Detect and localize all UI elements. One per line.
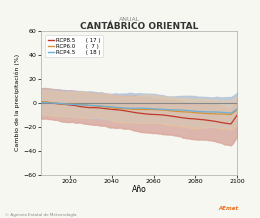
Text: AEmet: AEmet bbox=[219, 206, 239, 211]
Text: © Agencia Estatal de Meteorología: © Agencia Estatal de Meteorología bbox=[5, 213, 77, 217]
Y-axis label: Cambio de la precipitación (%): Cambio de la precipitación (%) bbox=[15, 54, 21, 151]
Legend: RCP8.5      ( 17 ), RCP6.0      (  7 ), RCP4.5      ( 18 ): RCP8.5 ( 17 ), RCP6.0 ( 7 ), RCP4.5 ( 18… bbox=[45, 36, 103, 57]
Title: CANTÁBRICO ORIENTAL: CANTÁBRICO ORIENTAL bbox=[80, 22, 198, 31]
Text: ANUAL: ANUAL bbox=[119, 17, 141, 22]
X-axis label: Año: Año bbox=[132, 185, 146, 194]
